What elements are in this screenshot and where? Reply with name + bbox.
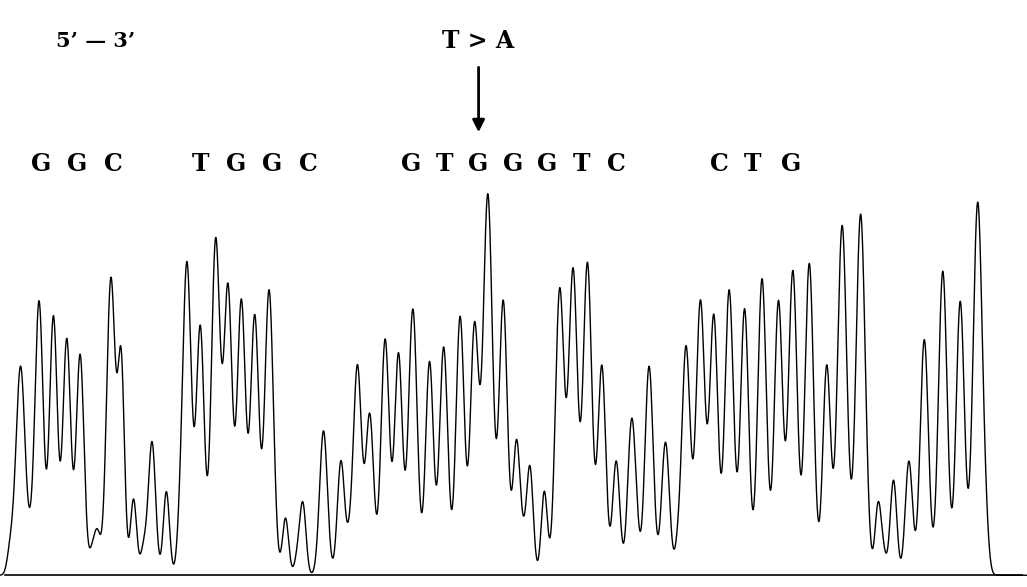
Text: G: G <box>503 153 524 176</box>
Text: T: T <box>572 153 591 176</box>
Text: T: T <box>191 153 210 176</box>
Text: G: G <box>781 153 801 176</box>
Text: G: G <box>262 153 282 176</box>
Text: T > A: T > A <box>443 29 515 53</box>
Text: C: C <box>299 153 317 176</box>
Text: 5’ — 3’: 5’ — 3’ <box>56 31 136 51</box>
Text: G: G <box>401 153 421 176</box>
Text: C: C <box>710 153 728 176</box>
Text: G: G <box>67 153 87 176</box>
Text: T: T <box>435 153 454 176</box>
Text: C: C <box>607 153 625 176</box>
Text: G: G <box>537 153 558 176</box>
Text: C: C <box>104 153 122 176</box>
Text: G: G <box>31 153 51 176</box>
Text: G: G <box>468 153 489 176</box>
Text: T: T <box>744 153 762 176</box>
Text: G: G <box>226 153 246 176</box>
